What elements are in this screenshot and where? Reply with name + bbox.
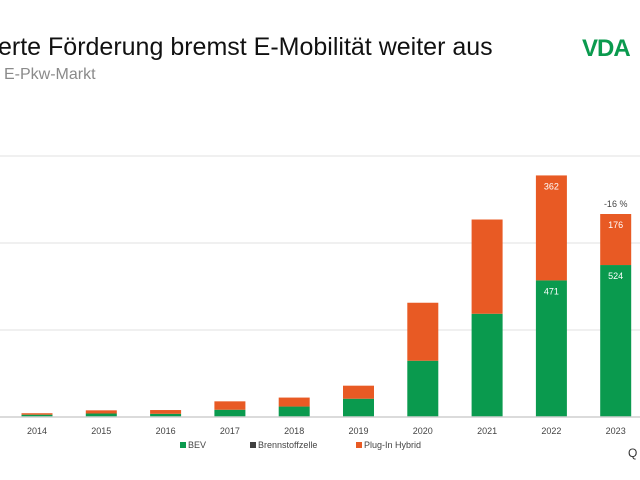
bar-plug-in-hybrid: [600, 214, 632, 266]
bar-bev: [278, 406, 310, 417]
bar-plug-in-hybrid: [471, 219, 503, 314]
bar-plug-in-hybrid: [150, 410, 182, 414]
bar-plug-in-hybrid: [85, 410, 117, 414]
legend-swatch: [180, 442, 186, 448]
x-tick-label: 2015: [91, 426, 111, 436]
x-tick-label: 2016: [156, 426, 176, 436]
bar-plug-in-hybrid: [21, 413, 53, 415]
bar-bev: [85, 413, 117, 417]
legend-swatch: [250, 442, 256, 448]
x-tick-label: 2017: [220, 426, 240, 436]
x-tick-label: 2014: [27, 426, 47, 436]
bar-bev: [600, 265, 632, 417]
data-label: 176: [608, 220, 623, 230]
bar-bev: [407, 360, 439, 417]
annotation-label: -16 %: [604, 199, 628, 209]
x-tick-label: 2022: [541, 426, 561, 436]
x-tick-label: 2021: [477, 426, 497, 436]
bar-plug-in-hybrid: [343, 385, 374, 399]
x-tick-label: 2023: [606, 426, 626, 436]
x-tick-label: 2019: [348, 426, 368, 436]
data-label: 524: [608, 271, 623, 281]
legend-label: Plug-In Hybrid: [364, 440, 421, 450]
legend-label: BEV: [188, 440, 206, 450]
bar-bev: [343, 398, 374, 417]
x-tick-label: 2018: [284, 426, 304, 436]
bar-bev: [214, 409, 246, 417]
x-tick-label: 2020: [413, 426, 433, 436]
bar-plug-in-hybrid: [535, 175, 567, 281]
bar-plug-in-hybrid: [278, 397, 310, 407]
vda-logo: VDA: [582, 35, 631, 62]
data-label: 471: [544, 286, 559, 296]
source-note: Q: [628, 446, 638, 460]
bar-bev: [471, 313, 503, 417]
data-label: 362: [544, 181, 559, 191]
bar-plug-in-hybrid: [407, 302, 439, 361]
page-subtitle: E-Pkw-Markt: [4, 66, 96, 83]
bar-bev: [535, 280, 567, 417]
bar-bev: [150, 413, 182, 417]
legend-swatch: [356, 442, 362, 448]
page-title: erte Förderung bremst E-Mobilität weiter…: [0, 33, 493, 61]
bar-bev: [21, 414, 53, 417]
bar-plug-in-hybrid: [214, 401, 246, 410]
legend-label: Brennstoffzelle: [258, 440, 317, 450]
